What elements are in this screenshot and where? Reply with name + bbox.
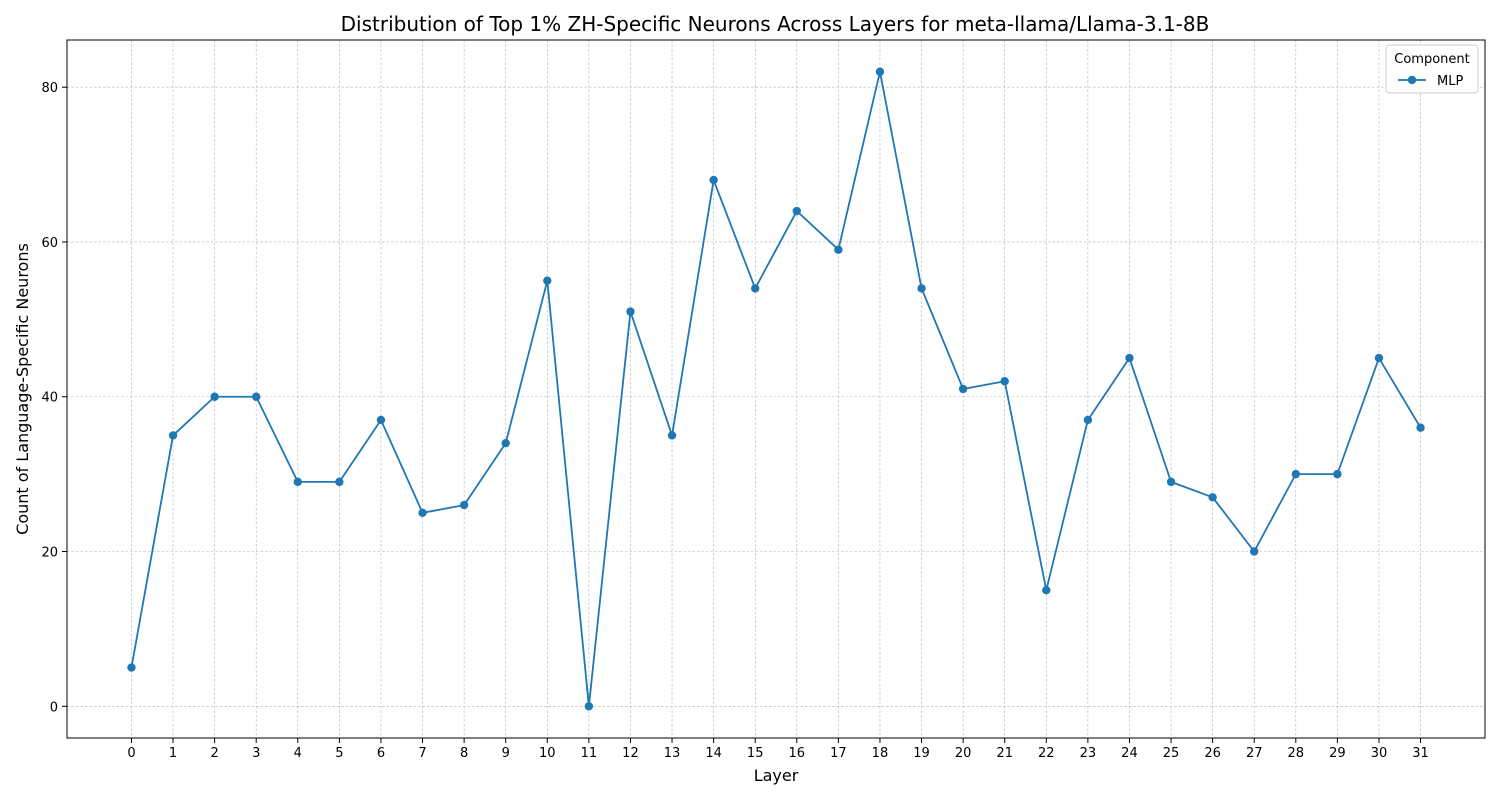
x-tick-label: 10 xyxy=(539,746,556,761)
y-tick-label: 20 xyxy=(41,546,58,561)
x-tick-label: 2 xyxy=(210,746,218,761)
data-point xyxy=(1208,493,1217,502)
data-point xyxy=(1083,415,1093,425)
data-point xyxy=(1166,477,1176,487)
x-tick-label: 28 xyxy=(1288,746,1305,761)
x-tick-label: 24 xyxy=(1121,746,1138,761)
data-point xyxy=(1291,469,1300,479)
data-point xyxy=(584,702,594,711)
data-point xyxy=(1333,469,1342,479)
data-point xyxy=(501,438,510,448)
data-point xyxy=(751,284,760,293)
data-point xyxy=(1374,353,1384,363)
y-tick-label: 80 xyxy=(41,81,58,96)
data-point xyxy=(1125,353,1134,363)
grid-lines xyxy=(67,40,1485,738)
x-tick-label: 15 xyxy=(747,746,764,761)
x-tick-label: 7 xyxy=(418,746,426,761)
legend: Component MLP xyxy=(1385,44,1479,94)
data-point xyxy=(376,415,386,425)
data-point xyxy=(1416,423,1425,432)
y-tick-label: 40 xyxy=(41,391,58,406)
data-point xyxy=(543,276,552,285)
data-point xyxy=(875,67,885,76)
data-point xyxy=(1000,377,1009,386)
x-tick-label: 26 xyxy=(1204,746,1221,761)
x-tick-label: 12 xyxy=(622,746,639,761)
x-tick-label: 14 xyxy=(705,746,722,761)
x-tick-label: 20 xyxy=(955,746,972,761)
x-tick-label: 11 xyxy=(581,746,598,761)
data-point xyxy=(168,431,178,440)
legend-title: Component xyxy=(1394,52,1469,67)
x-tick-label: 19 xyxy=(913,746,930,761)
axis-ticks: 0 1 2 3 4 5 6 7 8 9 10 11 12 13 14 15 16 17 18 19 20 21 22 23 24… xyxy=(41,81,1428,761)
data-point xyxy=(917,284,926,293)
x-axis-label: Layer xyxy=(754,766,799,785)
x-tick-label: 16 xyxy=(789,746,806,761)
x-tick-label: 13 xyxy=(664,746,681,761)
x-tick-label: 5 xyxy=(335,746,343,761)
data-point xyxy=(709,175,718,185)
data-point xyxy=(335,477,344,487)
x-tick-label: 4 xyxy=(294,746,302,761)
data-point xyxy=(667,431,677,440)
data-point xyxy=(210,392,219,401)
data-point xyxy=(1250,547,1259,556)
y-axis-label: Count of Language-Specific Neurons xyxy=(13,243,32,535)
x-tick-label: 30 xyxy=(1371,746,1388,761)
x-tick-label: 21 xyxy=(996,746,1013,761)
data-point xyxy=(459,500,469,510)
data-point xyxy=(958,384,968,394)
data-point xyxy=(792,206,801,216)
x-tick-label: 1 xyxy=(169,746,177,761)
x-tick-label: 8 xyxy=(460,746,468,761)
data-point xyxy=(1042,585,1051,595)
legend-marker-swatch xyxy=(1407,75,1417,85)
y-tick-label: 0 xyxy=(50,700,58,715)
y-tick-label: 60 xyxy=(41,236,58,251)
x-tick-label: 23 xyxy=(1080,746,1097,761)
data-point xyxy=(626,307,635,316)
x-tick-label: 9 xyxy=(502,746,510,761)
x-tick-label: 22 xyxy=(1038,746,1055,761)
x-tick-label: 18 xyxy=(872,746,889,761)
data-point xyxy=(252,392,261,401)
series-line-mlp xyxy=(130,70,1422,708)
data-point xyxy=(834,245,843,254)
x-tick-label: 25 xyxy=(1163,746,1180,761)
x-tick-label: 31 xyxy=(1412,746,1429,761)
data-point xyxy=(418,508,427,518)
series-mlp xyxy=(127,67,1425,711)
x-tick-label: 17 xyxy=(830,746,847,761)
legend-label-mlp: MLP xyxy=(1437,74,1463,89)
x-tick-label: 29 xyxy=(1329,746,1346,761)
data-point xyxy=(127,663,136,672)
x-tick-label: 3 xyxy=(252,746,260,761)
x-tick-label: 0 xyxy=(127,746,135,761)
chart-title: Distribution of Top 1% ZH-Specific Neuro… xyxy=(341,12,1210,36)
x-tick-label: 6 xyxy=(377,746,385,761)
plot-area-frame xyxy=(66,39,1486,739)
x-tick-label: 27 xyxy=(1246,746,1263,761)
data-point xyxy=(293,477,302,487)
